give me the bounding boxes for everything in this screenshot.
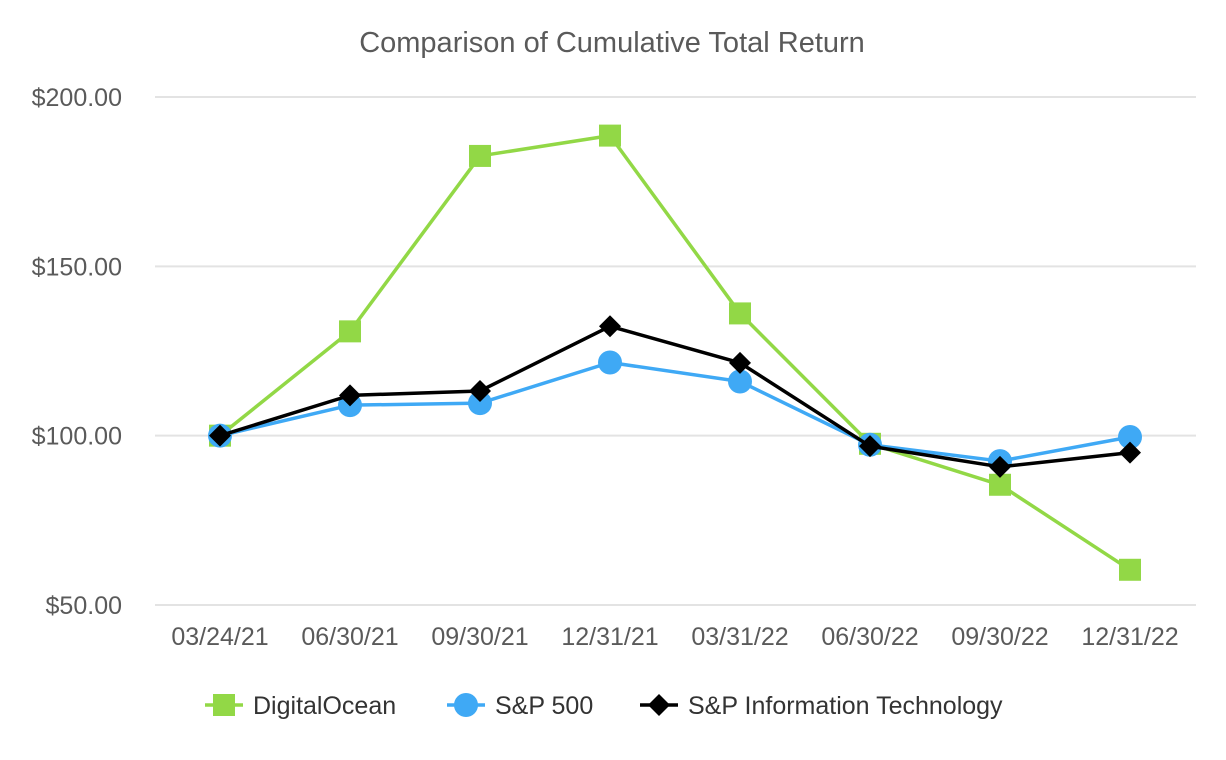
data-point <box>598 350 622 375</box>
y-tick-label: $50.00 <box>46 592 122 620</box>
series-line <box>219 324 1131 469</box>
data-point <box>599 124 621 147</box>
data-point <box>728 369 752 394</box>
data-point <box>599 315 621 338</box>
data-point <box>729 302 751 325</box>
x-tick-label: 12/31/22 <box>1081 623 1178 651</box>
series <box>208 124 1142 581</box>
x-tick-label: 06/30/22 <box>821 623 918 651</box>
chart-title: Comparison of Cumulative Total Return <box>359 27 865 59</box>
legend-item: S&P Information Technology <box>640 692 1003 720</box>
legend: DigitalOcean S&P 500 S&P Information Techn… <box>205 692 1003 720</box>
data-point <box>989 473 1011 496</box>
legend-item: S&P 500 <box>447 692 593 720</box>
x-tick-label: 12/31/21 <box>561 623 658 651</box>
data-point <box>469 144 491 167</box>
y-tick-label: $100.00 <box>32 423 122 451</box>
x-tick-label: 03/24/21 <box>171 623 268 651</box>
data-point <box>339 384 361 407</box>
legend-item: DigitalOcean <box>205 692 396 720</box>
y-tick-label: $200.00 <box>32 84 122 112</box>
data-point <box>648 694 670 716</box>
data-point <box>339 320 361 343</box>
series-digitalocean <box>209 124 1141 581</box>
data-point <box>1118 425 1142 450</box>
y-tick-label: $150.00 <box>32 253 122 281</box>
x-tick-label: 06/30/21 <box>301 623 398 651</box>
gridlines <box>155 96 1196 606</box>
x-axis-ticks: 03/24/21 06/30/21 09/30/21 12/31/21 03/31/22… <box>171 623 1178 651</box>
legend-label: S&P 500 <box>495 692 593 720</box>
data-point <box>1119 441 1141 464</box>
data-point <box>1119 558 1141 581</box>
x-tick-label: 03/31/22 <box>691 623 788 651</box>
data-point <box>454 693 478 717</box>
x-tick-label: 09/30/21 <box>431 623 528 651</box>
data-point <box>468 391 492 416</box>
series-line <box>218 133 1131 572</box>
legend-label: S&P Information Technology <box>688 692 1003 720</box>
data-point <box>469 379 491 402</box>
data-point <box>209 424 231 447</box>
data-point <box>729 351 751 374</box>
x-tick-label: 09/30/22 <box>951 623 1048 651</box>
legend-label: DigitalOcean <box>253 692 396 720</box>
data-point <box>859 435 881 458</box>
y-axis-ticks: $50.00 $100.00 $150.00 $200.00 <box>32 84 122 620</box>
data-point <box>213 694 235 716</box>
series-s-p-500 <box>208 350 1142 474</box>
data-point <box>989 455 1011 478</box>
series-s-p-information-technology <box>209 315 1141 478</box>
series-line <box>219 360 1131 463</box>
